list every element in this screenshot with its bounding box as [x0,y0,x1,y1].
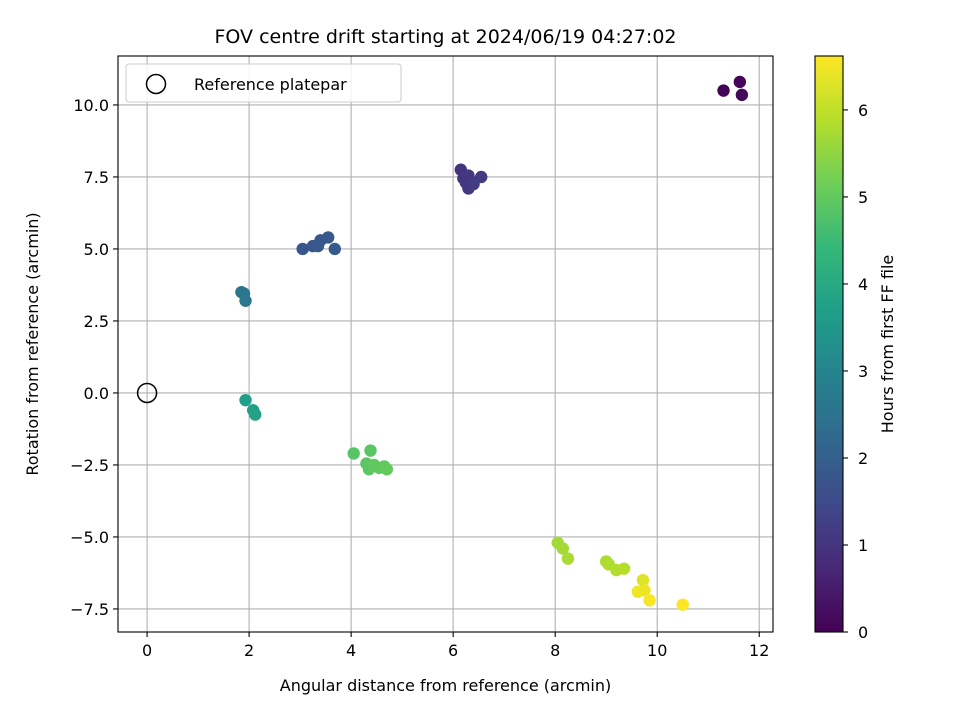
colorbar-tick-label: 6 [858,101,868,120]
y-axis-label: Rotation from reference (arcmin) [23,212,42,475]
colorbar-tick-label: 4 [858,275,868,294]
reference-platepar-point [136,382,158,404]
data-point [296,242,309,256]
x-tick-label: 2 [244,641,254,660]
data-point [643,594,656,607]
x-axis-label: Angular distance from reference (arcmin) [280,676,611,695]
data-point [638,584,651,597]
x-tick-label: 10 [647,641,667,660]
data-point [717,84,730,97]
data-point [676,598,689,611]
legend-box [125,63,402,103]
data-point [239,393,252,407]
data-point [556,542,570,555]
data-points [136,75,749,611]
data-point [239,294,252,307]
data-point [249,408,262,421]
x-tick-label: 6 [448,641,458,660]
y-tick-label: −2.5 [70,456,109,475]
data-point [380,463,394,476]
y-tick-label: −7.5 [70,600,109,619]
plot-area-frame [117,55,774,633]
colorbar-tick-label: 1 [858,536,868,555]
legend-marker [145,73,167,95]
data-point [321,231,335,244]
x-tick-label: 4 [346,641,356,660]
legend-entry-label: Reference platepar [194,75,347,94]
x-tick-label: 12 [749,641,769,660]
chart-title: FOV centre drift starting at 2024/06/19 … [214,26,676,48]
colorbar-tick-label: 5 [858,188,868,207]
y-axis-ticks: −7.5 −5.0 −2.5 0.0 2.5 5.0 7.5 10.0 [70,96,118,619]
data-point [467,177,480,191]
y-tick-label: 10.0 [73,96,109,115]
grid-lines [118,56,773,632]
colorbar [814,55,844,633]
colorbar-tick-label: 2 [858,449,868,468]
data-point [733,75,747,89]
data-point [735,88,749,102]
data-point [636,573,650,587]
data-point [328,242,342,256]
colorbar-tick-label: 0 [858,623,868,642]
data-point [347,447,360,460]
y-tick-label: 2.5 [84,312,109,331]
data-point [561,552,575,565]
y-tick-label: 5.0 [84,240,109,259]
data-point [617,562,631,575]
y-tick-label: 0.0 [84,384,109,403]
x-tick-label: 8 [550,641,560,660]
colorbar-tick-label: 3 [858,362,868,381]
x-tick-label: 0 [142,641,152,660]
x-axis-ticks: 0 2 4 6 8 10 12 [142,632,769,660]
y-tick-label: 7.5 [84,168,109,187]
y-tick-label: −5.0 [70,528,109,547]
colorbar-label: Hours from first FF file [878,255,897,434]
colorbar-ticks: 0 1 2 3 4 5 6 [843,101,868,642]
data-point [364,444,377,457]
legend: Reference platepar [125,63,402,103]
